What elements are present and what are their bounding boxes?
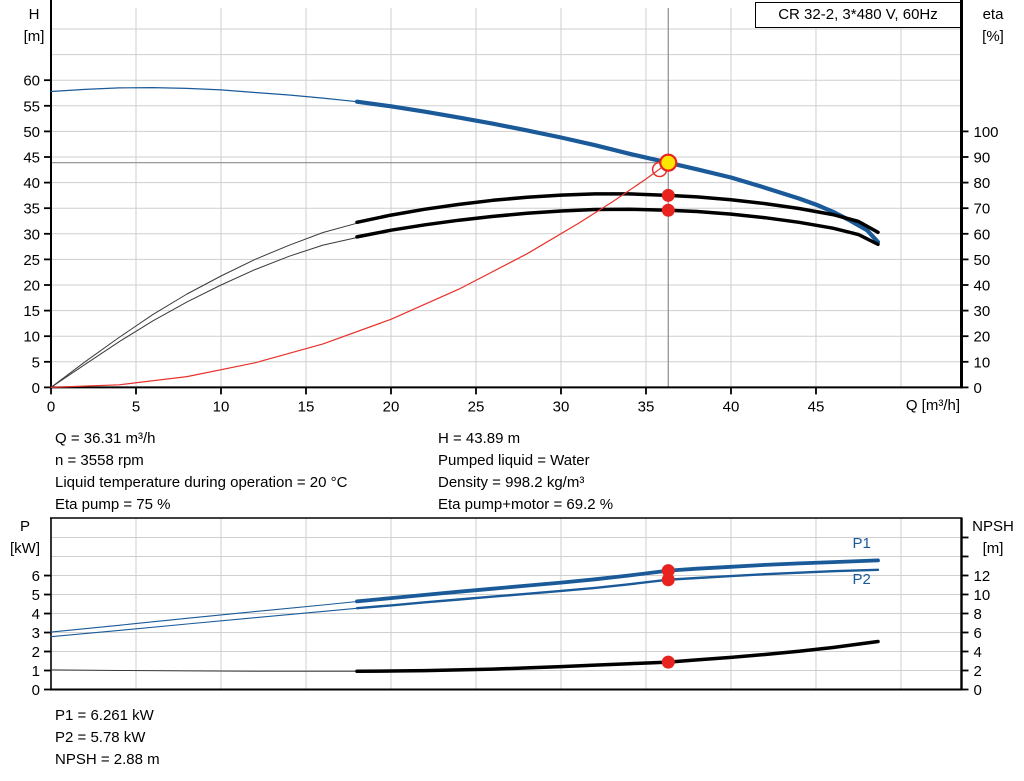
y-right-tick-label: 50 [974, 252, 991, 269]
marker-p2-dot [661, 573, 675, 587]
x-tick-label: 45 [808, 398, 825, 415]
x-tick-label: 5 [132, 398, 140, 415]
h-axis-label: H [m] [14, 4, 54, 48]
y-left-tick-label: 15 [23, 303, 40, 320]
info-eta-pump-motor: Eta pump+motor = 69.2 % [438, 496, 614, 513]
eta-axis-symbol: eta [982, 6, 1004, 23]
x-tick-label: 25 [468, 398, 485, 415]
y-right-tick-label: 0 [974, 682, 982, 699]
info-temp: Liquid temperature during operation = 20… [55, 474, 348, 491]
eta-axis-label: eta [%] [970, 4, 1016, 48]
marker-eta-pump-motor-dot [661, 203, 675, 217]
y-right-tick-label: 4 [974, 644, 982, 661]
y-left-tick-label: 6 [32, 568, 40, 585]
y-right-tick-label: 8 [974, 606, 982, 623]
series-p1 [355, 558, 880, 604]
series-npsh [355, 639, 880, 674]
series-eta-pump-motor [355, 207, 880, 247]
y-left-tick-label: 55 [23, 98, 40, 115]
y-right-tick-label: 6 [974, 625, 982, 642]
y-left-tick-label: 10 [23, 329, 40, 346]
y-left-tick-label: 5 [32, 587, 40, 604]
x-tick-label: 15 [298, 398, 315, 415]
y-left-tick-label: 40 [23, 175, 40, 192]
y-left-tick-label: 4 [32, 606, 40, 623]
y-right-tick-label: 60 [974, 226, 991, 243]
series-label-p1: P1 [853, 535, 871, 552]
info-npsh: NPSH = 2.88 m [55, 751, 160, 768]
y-left-tick-label: 20 [23, 277, 40, 294]
info-p2: P2 = 5.78 kW [55, 729, 146, 746]
p-axis-unit: [kW] [10, 540, 40, 557]
series-label-p2: P2 [853, 571, 871, 588]
y-left-tick-label: 1 [32, 663, 40, 680]
p-axis-symbol: P [19, 518, 30, 535]
info-h: H = 43.89 m [438, 430, 521, 447]
y-right-tick-label: 90 [974, 149, 991, 166]
series-system-curve [50, 162, 669, 388]
pump-title-box: CR 32-2, 3*480 V, 60Hz [755, 2, 961, 28]
y-right-tick-label: 20 [974, 329, 991, 346]
h-axis-symbol: H [28, 6, 40, 23]
marker-duty-point [659, 153, 678, 172]
y-left-tick-label: 45 [23, 149, 40, 166]
y-left-tick-label: 5 [32, 354, 40, 371]
y-right-tick-label: 80 [974, 175, 991, 192]
series-eta-pump [355, 192, 880, 235]
y-left-tick-label: 0 [32, 380, 40, 397]
info-eta-pump: Eta pump = 75 % [55, 496, 171, 513]
series-p1-thin [50, 600, 363, 633]
marker-eta-pump-dot [661, 188, 675, 202]
y-left-tick-label: 25 [23, 252, 40, 269]
y-left-tick-label: 2 [32, 644, 40, 661]
y-right-tick-label: 30 [974, 303, 991, 320]
x-tick-label: 0 [47, 398, 55, 415]
marker-npsh-dot [661, 655, 675, 669]
p-axis-label: P [kW] [2, 516, 48, 560]
y-right-tick-label: 2 [974, 663, 982, 680]
npsh-axis-label: NPSH [m] [964, 516, 1022, 560]
y-right-tick-label: 10 [974, 354, 991, 371]
y-right-tick-label: 100 [974, 124, 999, 141]
series-p2 [355, 568, 880, 610]
series-npsh-thin [50, 669, 363, 672]
x-tick-label: 30 [553, 398, 570, 415]
y-left-tick-label: 60 [23, 73, 40, 90]
npsh-axis-unit: [m] [982, 540, 1004, 557]
y-left-tick-label: 50 [23, 124, 40, 141]
x-tick-label: 10 [213, 398, 230, 415]
info-p1: P1 = 6.261 kW [55, 707, 154, 724]
y-right-tick-label: 0 [974, 380, 982, 397]
x-tick-label: 40 [723, 398, 740, 415]
y-right-tick-label: 10 [974, 587, 991, 604]
h-axis-unit: [m] [23, 28, 45, 45]
y-left-tick-label: 35 [23, 201, 40, 218]
y-left-tick-label: 30 [23, 226, 40, 243]
info-liquid: Pumped liquid = Water [438, 452, 590, 469]
y-right-tick-label: 40 [974, 277, 991, 294]
y-left-tick-label: 0 [32, 682, 40, 699]
series-p2-thin [50, 607, 363, 638]
x-tick-label: 20 [383, 398, 400, 415]
y-left-tick-label: 3 [32, 625, 40, 642]
series-eta-pump-thin [50, 221, 363, 388]
npsh-axis-symbol: NPSH [972, 518, 1014, 535]
info-density: Density = 998.2 kg/m³ [438, 474, 585, 491]
eta-axis-unit: [%] [982, 28, 1004, 45]
info-n: n = 3558 rpm [55, 452, 144, 469]
y-right-tick-label: 12 [974, 568, 991, 585]
info-q: Q = 36.31 m³/h [55, 430, 156, 447]
y-right-tick-label: 70 [974, 201, 991, 218]
marker-p1-dot [661, 564, 675, 578]
q-axis-label: Q [m³/h] [905, 397, 960, 414]
x-tick-label: 35 [638, 398, 655, 415]
series-qh-curve-thin [50, 86, 363, 103]
series-eta-pump-motor-thin [50, 235, 363, 388]
